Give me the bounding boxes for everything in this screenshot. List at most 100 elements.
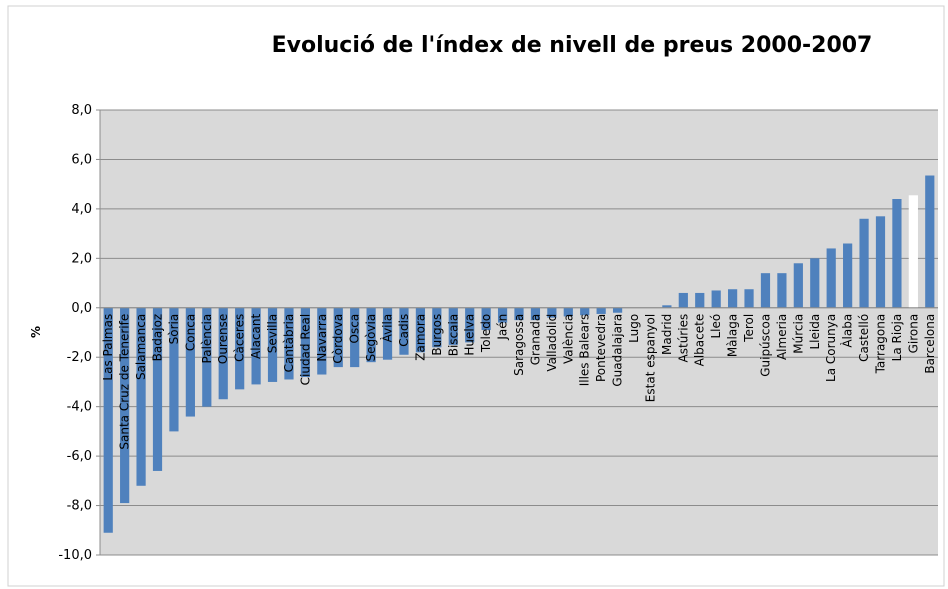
bar <box>760 273 771 308</box>
x-tick-label: Ourense <box>216 314 230 364</box>
y-tick-label: 6,0 <box>71 152 92 167</box>
x-tick-label: Valladolid <box>545 314 559 372</box>
bar <box>892 199 902 308</box>
x-tick-label: Barcelona <box>923 314 937 374</box>
bar <box>465 307 475 343</box>
bar <box>169 307 179 432</box>
bar <box>103 307 113 533</box>
bar <box>432 307 442 348</box>
x-tick-label: Segòvia <box>364 314 378 362</box>
bar <box>580 307 590 316</box>
x-tick-label: Jaén <box>496 314 510 341</box>
bar <box>530 307 541 321</box>
bar <box>777 273 787 308</box>
x-tick-label: Zamora <box>413 314 427 361</box>
bar <box>202 307 212 407</box>
y-tick-label: -6,0 <box>67 449 92 464</box>
x-tick-label: Múrcia <box>791 314 805 354</box>
x-tick-label: Palència <box>200 314 214 364</box>
bar <box>925 175 935 308</box>
x-tick-label: Astúries <box>676 314 690 363</box>
bar <box>596 307 606 314</box>
x-tick-label: Las Palmas <box>101 314 115 381</box>
x-tick-label: La Rioja <box>890 314 904 362</box>
x-tick-label: Huelva <box>463 314 477 356</box>
x-tick-label: Burgos <box>430 314 444 356</box>
x-tick-label: Castelló <box>857 314 871 362</box>
bar <box>300 307 310 377</box>
bar <box>908 195 918 308</box>
bar <box>317 307 327 375</box>
x-tick-label: Lleida <box>808 314 822 350</box>
bar <box>366 307 376 363</box>
bar <box>563 307 573 317</box>
x-tick-label: La Corunya <box>824 314 838 382</box>
x-tick-label: Lleó <box>709 314 723 339</box>
x-tick-label: Tarragona <box>873 314 887 375</box>
bar <box>843 243 853 308</box>
x-tick-label: Madrid <box>660 314 674 355</box>
bar <box>350 307 360 368</box>
bar <box>218 307 228 400</box>
bar <box>728 289 738 308</box>
bar <box>333 307 343 368</box>
bar <box>859 218 869 308</box>
x-tick-label: Almeria <box>775 314 789 360</box>
bar <box>678 292 688 308</box>
x-tick-label: Cadis <box>397 314 411 347</box>
x-tick-label: Àlaba <box>840 314 855 348</box>
y-tick-label: 4,0 <box>71 202 92 217</box>
x-tick-label: Sevilla <box>266 314 280 353</box>
x-tick-label: Còrdova <box>331 314 345 364</box>
y-tick-label: 0,0 <box>71 301 92 316</box>
x-tick-label: Osca <box>348 314 362 344</box>
bar <box>235 307 245 390</box>
bar <box>481 307 491 331</box>
bar <box>514 307 524 321</box>
bar <box>399 307 409 355</box>
x-tick-label: Santa Cruz de Tenerife <box>118 314 132 450</box>
x-tick-label: Terol <box>742 314 756 343</box>
x-tick-label: Salamanca <box>134 314 148 380</box>
bar <box>793 263 803 308</box>
x-tick-label: Estat espanyol <box>643 314 657 402</box>
y-tick-label: -8,0 <box>67 499 92 514</box>
y-tick-label: -10,0 <box>58 548 92 563</box>
x-tick-label: Badajoz <box>151 314 165 362</box>
bar <box>497 307 508 323</box>
bar <box>136 307 146 486</box>
x-tick-label: Sòria <box>167 314 181 345</box>
x-tick-label: Cantàbria <box>282 314 296 373</box>
x-tick-label: Toledo <box>479 314 493 353</box>
x-tick-label: Pontevedra <box>594 314 608 382</box>
x-tick-label: Ciudad Real <box>298 314 312 386</box>
bar <box>826 248 836 308</box>
y-tick-label: -4,0 <box>67 400 92 415</box>
bar <box>744 289 754 308</box>
bar <box>251 307 261 385</box>
bar <box>152 307 163 471</box>
x-tick-label: Conca <box>183 314 197 351</box>
y-tick-label: 8,0 <box>71 103 92 118</box>
bar <box>415 307 426 353</box>
bar <box>810 258 820 308</box>
x-tick-label: Àvila <box>380 314 395 343</box>
bar <box>267 307 278 382</box>
x-tick-label: Guadalajara <box>611 314 625 387</box>
bar <box>662 305 672 308</box>
bar <box>185 307 195 417</box>
bar <box>382 307 393 360</box>
x-tick-label: Saragossa <box>512 314 526 376</box>
x-tick-label: Lugo <box>627 314 641 343</box>
x-tick-label: Guipúscoa <box>758 314 772 377</box>
x-tick-label: Girona <box>906 314 920 354</box>
x-tick-label: Navarra <box>315 314 329 362</box>
x-tick-label: Alacant <box>249 313 263 358</box>
x-tick-label: València <box>561 314 575 364</box>
bar <box>448 307 458 345</box>
x-tick-label: Albacete <box>693 314 707 367</box>
bar <box>875 216 886 308</box>
x-tick-label: Granada <box>528 314 542 366</box>
y-axis-label: % <box>29 326 43 338</box>
